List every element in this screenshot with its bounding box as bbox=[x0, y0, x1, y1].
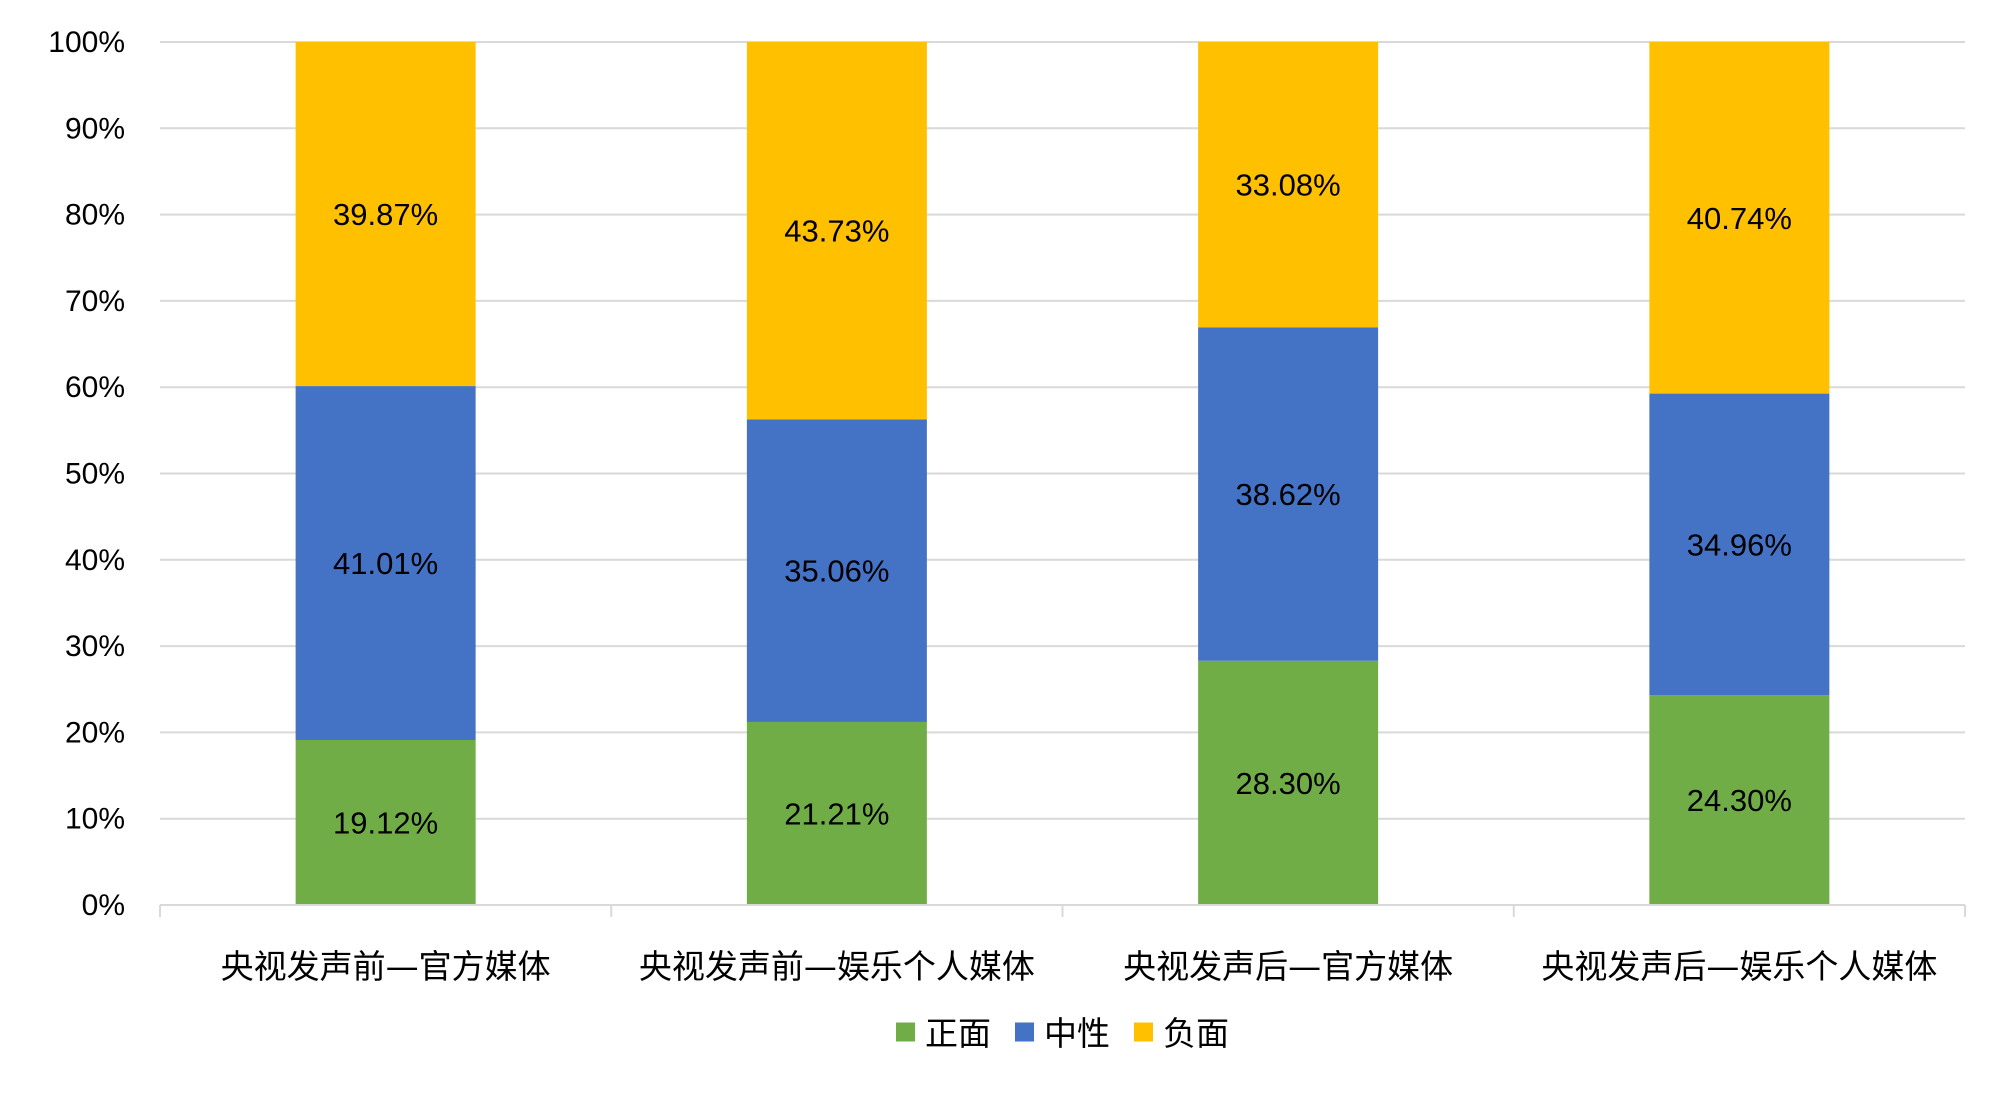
category-labels: 央视发声前—官方媒体 央视发声前—娱乐个人媒体 央视发声后—官方媒体 央视发声后—娱乐… bbox=[221, 947, 1938, 986]
bar-segment bbox=[295, 386, 476, 740]
y-tick-label: 10% bbox=[65, 803, 125, 836]
y-axis-ticks: 0% 10% 20% 30% 40% 50% 60% 70% 80% 90% 100% bbox=[48, 26, 125, 922]
legend-swatch bbox=[896, 1022, 915, 1042]
legend-swatch bbox=[1015, 1022, 1034, 1042]
y-tick-label: 90% bbox=[65, 112, 125, 145]
legend-label: 负面 bbox=[1163, 1014, 1229, 1053]
bar-segment bbox=[746, 42, 927, 420]
x-axis bbox=[159, 904, 1966, 917]
data-label: 33.08% bbox=[1236, 168, 1341, 203]
y-tick-label: 40% bbox=[65, 544, 125, 577]
data-label: 41.01% bbox=[333, 546, 438, 581]
data-label: 38.62% bbox=[1236, 477, 1341, 512]
data-label: 39.87% bbox=[333, 197, 438, 232]
y-tick-label: 100% bbox=[48, 26, 125, 59]
y-tick-label: 0% bbox=[82, 889, 125, 922]
bar-segment bbox=[1198, 660, 1379, 905]
bar-segment bbox=[1649, 695, 1830, 905]
category-label: 央视发声后—娱乐个人媒体 bbox=[1541, 947, 1937, 986]
y-tick-label: 30% bbox=[65, 630, 125, 663]
y-tick-label: 20% bbox=[65, 716, 125, 749]
data-label: 40.74% bbox=[1687, 201, 1792, 236]
legend-swatch bbox=[1134, 1022, 1153, 1042]
legend-item: 正面 bbox=[896, 1014, 991, 1053]
legend-label: 正面 bbox=[925, 1014, 991, 1053]
y-tick-label: 60% bbox=[65, 371, 125, 404]
data-label: 43.73% bbox=[784, 214, 889, 249]
data-label: 24.30% bbox=[1687, 783, 1792, 818]
data-label: 21.21% bbox=[784, 796, 889, 831]
legend-label: 中性 bbox=[1044, 1014, 1110, 1053]
bar-segment bbox=[1198, 42, 1379, 328]
legend-item: 中性 bbox=[1015, 1014, 1110, 1053]
y-tick-label: 80% bbox=[65, 199, 125, 232]
category-label: 央视发声后—官方媒体 bbox=[1123, 947, 1453, 986]
data-label: 34.96% bbox=[1687, 527, 1792, 562]
bar-segment bbox=[746, 721, 927, 905]
y-tick-label: 70% bbox=[65, 285, 125, 318]
data-label: 28.30% bbox=[1236, 766, 1341, 801]
data-labels: 19.12% 41.01% 39.87% 21.21% 35.06% 43.73% 28.3… bbox=[333, 168, 1792, 841]
bar-segment bbox=[1649, 393, 1830, 696]
data-label: 35.06% bbox=[784, 554, 889, 589]
category-label: 央视发声前—官方媒体 bbox=[221, 947, 551, 986]
data-label: 19.12% bbox=[333, 805, 438, 840]
y-tick-label: 50% bbox=[65, 458, 125, 491]
bars bbox=[295, 42, 1830, 905]
bar-segment bbox=[295, 739, 476, 905]
bar-segment bbox=[1198, 327, 1379, 661]
bar-segment bbox=[295, 42, 476, 387]
bar-segment bbox=[1649, 42, 1830, 394]
legend-item: 负面 bbox=[1134, 1014, 1229, 1053]
legend: 正面 中性 负面 bbox=[896, 1014, 1229, 1053]
category-label: 央视发声前—娱乐个人媒体 bbox=[639, 947, 1035, 986]
bar-segment bbox=[746, 419, 927, 722]
